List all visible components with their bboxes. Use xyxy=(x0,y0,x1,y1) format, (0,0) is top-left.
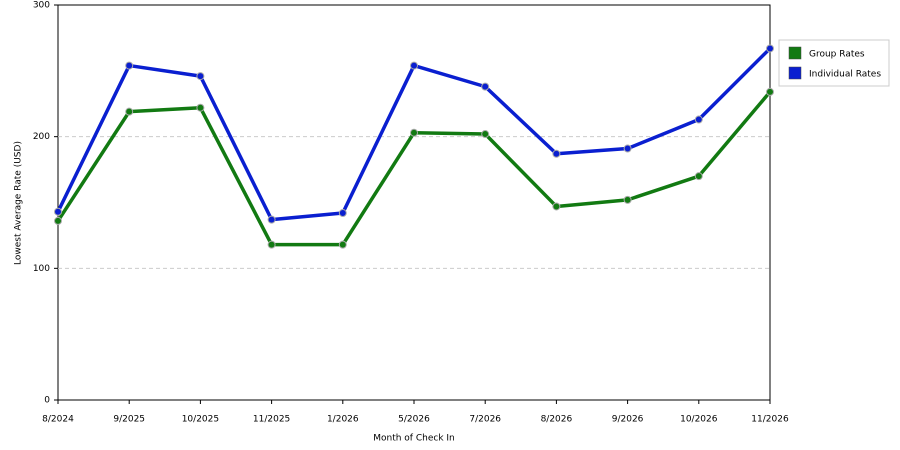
y-tick-label: 0 xyxy=(44,396,50,406)
point xyxy=(766,87,774,96)
x-tick-label: 8/2026 xyxy=(541,415,573,425)
point xyxy=(338,240,347,249)
point xyxy=(481,130,490,139)
point xyxy=(125,107,134,116)
point xyxy=(766,44,774,53)
legend-label: Group Rates xyxy=(809,50,865,60)
point xyxy=(694,172,703,181)
x-tick-label: 9/2026 xyxy=(612,415,644,425)
point xyxy=(481,82,490,91)
y-tick-label: 200 xyxy=(33,132,50,142)
point xyxy=(552,202,561,211)
point xyxy=(694,115,703,124)
point xyxy=(196,72,205,81)
point xyxy=(54,216,62,225)
x-tick-label: 10/2025 xyxy=(182,415,219,425)
point xyxy=(267,215,276,224)
point xyxy=(54,207,62,216)
x-tick-label: 11/2026 xyxy=(751,415,789,425)
point xyxy=(196,103,205,112)
x-tick-label: 10/2026 xyxy=(680,415,718,425)
legend-label: Individual Rates xyxy=(809,70,881,80)
y-tick-label: 100 xyxy=(33,264,50,274)
x-axis-label: Month of Check In xyxy=(373,434,455,444)
point xyxy=(338,209,347,218)
point xyxy=(125,61,134,70)
legend-swatch xyxy=(788,66,802,80)
point xyxy=(267,240,276,249)
point xyxy=(623,144,632,153)
x-tick-label: 11/2025 xyxy=(253,415,290,425)
x-tick-label: 5/2026 xyxy=(398,415,430,425)
x-tick-label: 1/2026 xyxy=(327,415,359,425)
point xyxy=(410,128,418,137)
legend-swatch xyxy=(788,46,802,60)
x-tick-label: 8/2024 xyxy=(42,415,74,425)
y-tick-label: 300 xyxy=(33,1,50,11)
point xyxy=(623,195,632,204)
x-tick-label: 7/2026 xyxy=(469,415,501,425)
point xyxy=(552,149,561,158)
x-tick-label: 9/2025 xyxy=(113,415,145,425)
y-axis-label: Lowest Average Rate (USD) xyxy=(14,141,24,265)
point xyxy=(410,61,418,70)
